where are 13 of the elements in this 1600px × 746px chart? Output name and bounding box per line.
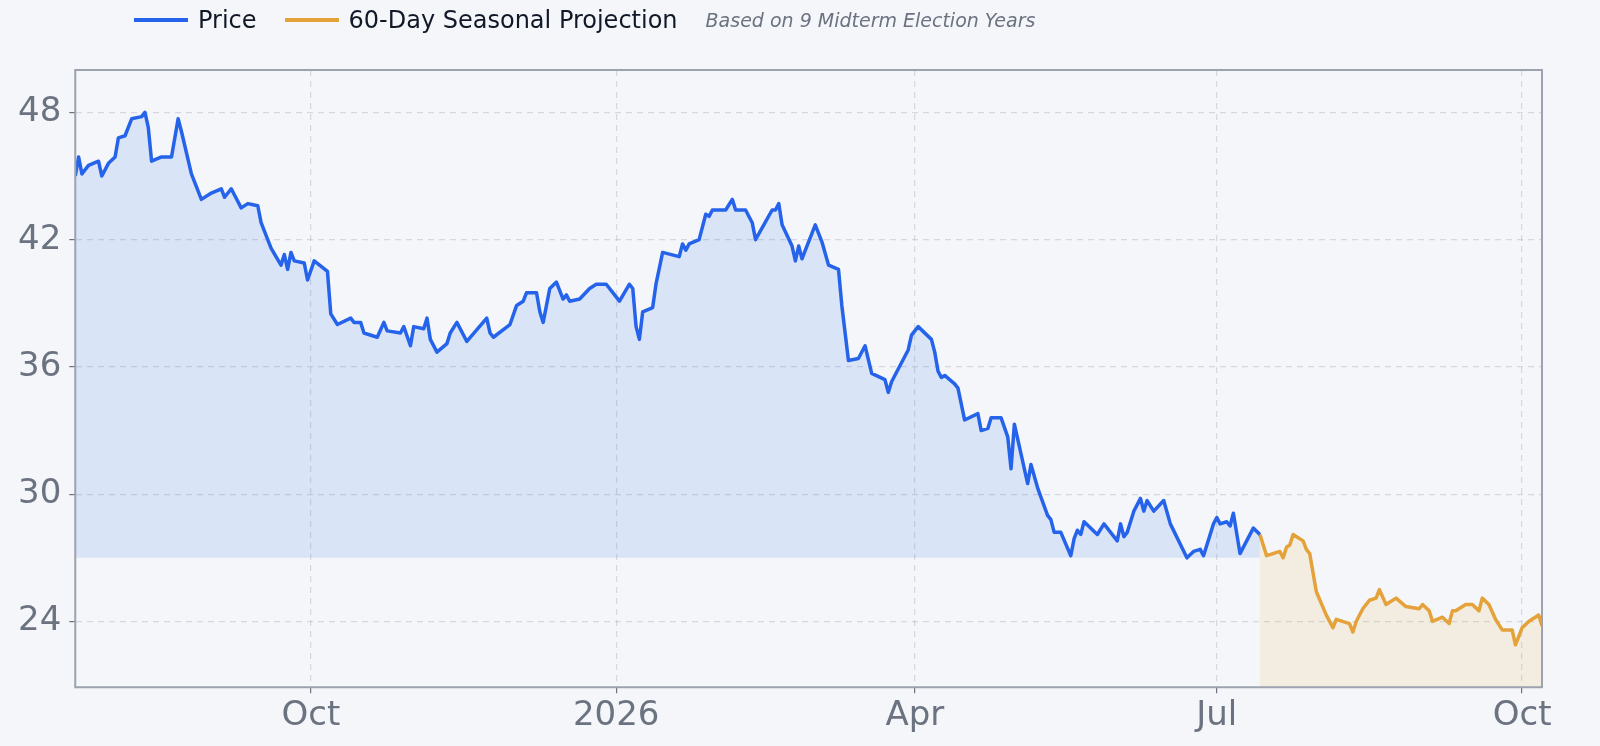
legend-label: Price (198, 6, 257, 34)
x-tick-label: Apr (885, 693, 945, 734)
x-tick-label: Oct (281, 693, 341, 734)
text: Based on 9 Midterm Election Years (705, 9, 1036, 31)
x-tick-label: Jul (1194, 693, 1238, 734)
y-tick-label: 48 (18, 89, 62, 130)
x-tick-label: Oct (1492, 693, 1552, 734)
y-tick-label: 24 (18, 598, 62, 639)
y-tick-label: 42 (18, 216, 62, 257)
y-tick-label: 30 (18, 471, 62, 512)
legend-label: 60-Day Seasonal Projection (348, 6, 678, 34)
x-tick-label: 2026 (572, 693, 660, 734)
y-tick-label: 36 (18, 343, 62, 384)
